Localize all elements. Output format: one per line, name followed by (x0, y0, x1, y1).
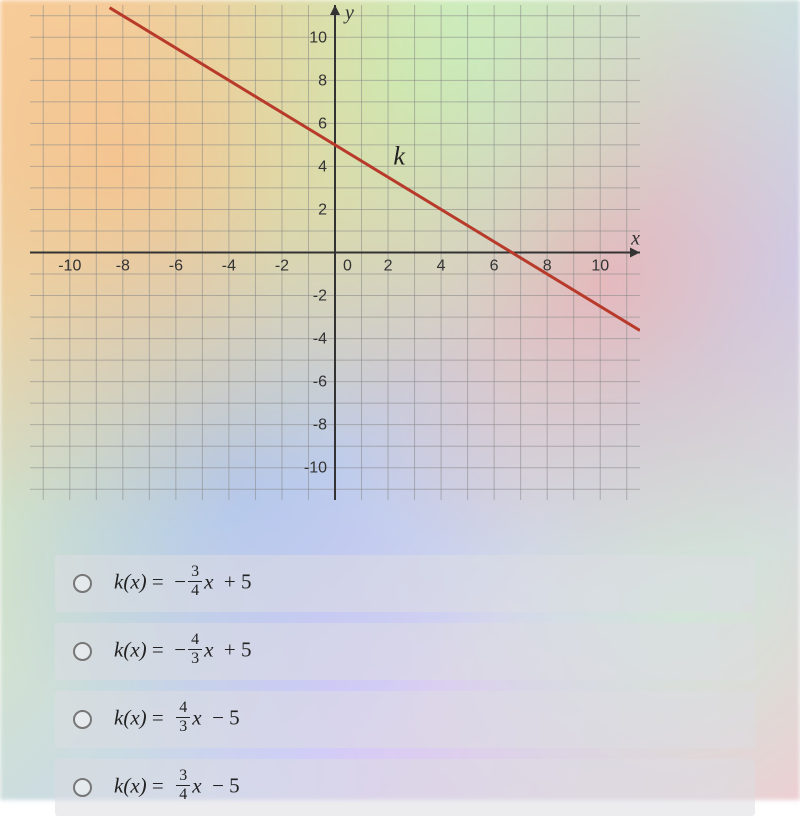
option-b[interactable]: k(x) = −43x + 5 (55, 623, 755, 680)
svg-text:0: 0 (343, 258, 352, 275)
svg-text:-8: -8 (116, 258, 130, 275)
tick-labels: -10-8-6-4-2246810-10-8-6-4-22468100xy (58, 5, 640, 477)
svg-text:x: x (630, 228, 640, 250)
svg-text:2: 2 (318, 201, 327, 218)
answer-options: k(x) = −34x + 5 k(x) = −43x + 5 k(x) = 4… (55, 555, 755, 827)
svg-text:6: 6 (318, 115, 327, 132)
svg-text:4: 4 (437, 258, 446, 275)
option-a-formula: k(x) = −34x + 5 (114, 566, 252, 601)
svg-text:-8: -8 (313, 417, 327, 434)
svg-text:-10: -10 (304, 460, 327, 477)
svg-text:-4: -4 (222, 258, 236, 275)
svg-text:4: 4 (318, 158, 327, 175)
option-a[interactable]: k(x) = −34x + 5 (55, 555, 755, 612)
svg-text:8: 8 (318, 72, 327, 89)
svg-text:10: 10 (591, 258, 609, 275)
svg-text:6: 6 (490, 258, 499, 275)
svg-text:10: 10 (309, 29, 327, 46)
svg-text:-2: -2 (275, 258, 289, 275)
radio-icon[interactable] (73, 778, 92, 797)
option-c[interactable]: k(x) = 43x − 5 (55, 691, 755, 748)
radio-icon[interactable] (73, 642, 92, 661)
option-d[interactable]: k(x) = 34x − 5 (55, 759, 755, 816)
svg-text:k: k (393, 141, 405, 170)
option-b-formula: k(x) = −43x + 5 (114, 634, 252, 669)
plotted-line-k: k (110, 8, 640, 331)
svg-text:-6: -6 (313, 374, 327, 391)
option-c-formula: k(x) = 43x − 5 (114, 702, 240, 737)
radio-icon[interactable] (73, 574, 92, 593)
svg-text:-6: -6 (169, 258, 183, 275)
svg-text:-2: -2 (313, 288, 327, 305)
svg-text:y: y (343, 5, 354, 24)
svg-text:-10: -10 (58, 258, 81, 275)
radio-icon[interactable] (73, 710, 92, 729)
svg-text:2: 2 (384, 258, 393, 275)
svg-text:-4: -4 (313, 331, 327, 348)
coordinate-graph: -10-8-6-4-2246810-10-8-6-4-22468100xy k (30, 5, 640, 500)
axes (30, 5, 640, 500)
